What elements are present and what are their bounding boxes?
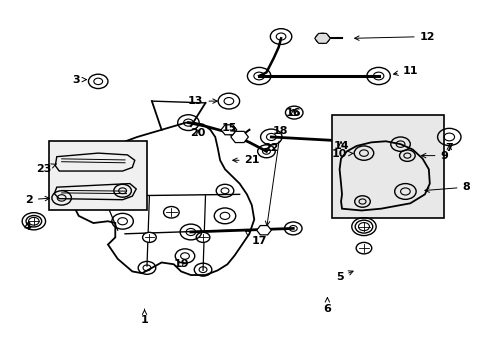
- Text: 17: 17: [245, 231, 266, 246]
- Text: 7: 7: [445, 143, 452, 153]
- Text: 19: 19: [173, 259, 188, 269]
- Bar: [331, 116, 444, 218]
- Text: 11: 11: [393, 66, 417, 76]
- Circle shape: [354, 220, 372, 233]
- Text: 6: 6: [323, 298, 331, 314]
- Bar: [49, 140, 147, 211]
- Polygon shape: [256, 226, 271, 235]
- Text: 4: 4: [23, 222, 31, 231]
- Text: 23: 23: [36, 164, 57, 174]
- Text: 2: 2: [25, 195, 49, 205]
- Text: 9: 9: [421, 150, 447, 161]
- Polygon shape: [314, 33, 330, 43]
- Text: 14: 14: [332, 141, 348, 151]
- Text: 15: 15: [222, 123, 237, 133]
- Circle shape: [196, 232, 209, 242]
- Text: 22: 22: [263, 143, 279, 153]
- Text: 13: 13: [188, 96, 217, 106]
- Circle shape: [163, 207, 179, 218]
- Circle shape: [26, 216, 41, 227]
- Polygon shape: [221, 125, 236, 135]
- Text: 12: 12: [354, 32, 434, 41]
- Text: 3: 3: [72, 75, 86, 85]
- Circle shape: [142, 232, 156, 242]
- Bar: [57, 193, 93, 203]
- Text: 21: 21: [232, 155, 260, 165]
- Circle shape: [355, 242, 371, 254]
- Text: 20: 20: [190, 129, 205, 138]
- Text: 8: 8: [424, 182, 469, 192]
- Text: 16: 16: [285, 108, 301, 118]
- Text: 10: 10: [331, 149, 352, 159]
- Text: 5: 5: [335, 271, 352, 282]
- Polygon shape: [230, 131, 248, 143]
- Text: 1: 1: [141, 309, 148, 325]
- Circle shape: [315, 33, 329, 43]
- Text: 18: 18: [265, 126, 288, 226]
